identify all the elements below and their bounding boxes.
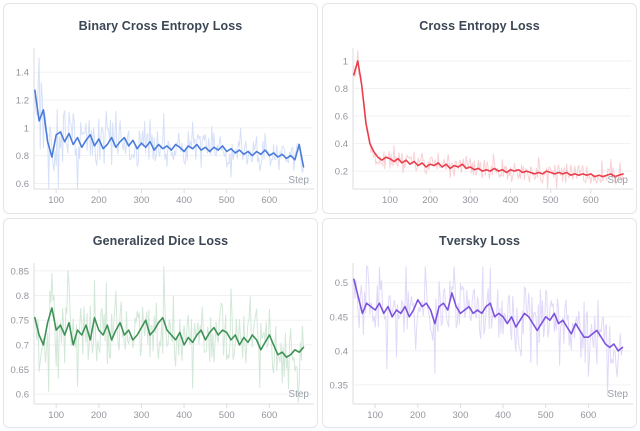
svg-text:600: 600	[261, 410, 277, 421]
svg-text:500: 500	[219, 195, 235, 206]
binary-cross-entropy-plot[interactable]: 0.6 0.8 1 1.2 1.4 100 200 300 400 500 600	[4, 4, 318, 214]
svg-text:100: 100	[48, 410, 64, 421]
svg-text:0.6: 0.6	[16, 389, 29, 400]
svg-text:200: 200	[91, 195, 107, 206]
svg-text:0.4: 0.4	[335, 139, 348, 150]
svg-text:0.45: 0.45	[330, 312, 349, 323]
svg-text:100: 100	[367, 410, 383, 421]
chart-card-tversky: 0.35 0.4 0.45 0.5 100 200 300 400 500 600 Tversky…	[322, 217, 637, 429]
svg-text:0.75: 0.75	[11, 315, 30, 326]
svg-text:0.85: 0.85	[11, 266, 30, 277]
svg-text:0.6: 0.6	[16, 179, 29, 190]
chart-title: Binary Cross Entropy Loss	[78, 19, 243, 33]
x-axis-label: Step	[607, 389, 628, 400]
svg-text:0.8: 0.8	[16, 151, 29, 162]
svg-text:1.4: 1.4	[16, 68, 29, 79]
svg-text:400: 400	[176, 195, 192, 206]
svg-text:0.6: 0.6	[335, 112, 348, 123]
svg-text:0.65: 0.65	[11, 364, 30, 375]
chart-card-generalized-dice: 0.6 0.65 0.7 0.75 0.8 0.85 100 200 300 400 500 600 …	[3, 217, 318, 429]
chart-title: Cross Entropy Loss	[419, 19, 540, 33]
svg-text:0.5: 0.5	[335, 278, 348, 289]
svg-text:0.35: 0.35	[330, 380, 349, 391]
svg-text:200: 200	[422, 195, 438, 206]
svg-text:500: 500	[543, 195, 559, 206]
x-axis-label: Step	[607, 174, 628, 186]
svg-text:600: 600	[261, 195, 277, 206]
svg-text:300: 300	[462, 195, 478, 206]
svg-text:400: 400	[503, 195, 519, 206]
chart-title: Generalized Dice Loss	[92, 233, 229, 248]
svg-text:300: 300	[453, 410, 469, 421]
x-axis-label: Step	[288, 389, 309, 400]
svg-text:400: 400	[176, 410, 192, 421]
svg-text:0.2: 0.2	[335, 167, 348, 178]
svg-text:100: 100	[382, 195, 398, 206]
svg-text:600: 600	[580, 410, 596, 421]
svg-text:300: 300	[134, 195, 150, 206]
svg-text:0.8: 0.8	[16, 291, 29, 302]
chart-title: Tversky Loss	[438, 233, 521, 248]
generalized-dice-plot[interactable]: 0.6 0.65 0.7 0.75 0.8 0.85 100 200 300 400 500 600	[4, 219, 318, 429]
chart-card-cross-entropy: 0.2 0.4 0.6 0.8 1 100 200 300 400 500 600 Cross En…	[322, 3, 637, 214]
svg-text:200: 200	[410, 410, 426, 421]
svg-text:400: 400	[495, 410, 511, 421]
svg-text:600: 600	[583, 195, 599, 206]
svg-text:200: 200	[91, 410, 107, 421]
svg-text:0.8: 0.8	[335, 84, 348, 95]
svg-text:1: 1	[24, 123, 29, 134]
svg-text:0.7: 0.7	[16, 340, 29, 351]
svg-text:1.2: 1.2	[16, 96, 29, 107]
chart-card-binary-cross-entropy: 0.6 0.8 1 1.2 1.4 100 200 300 400 500 600 Binary C…	[3, 3, 318, 214]
svg-text:500: 500	[219, 410, 235, 421]
svg-text:1: 1	[343, 57, 348, 68]
x-axis-label: Step	[288, 174, 309, 186]
svg-text:0.4: 0.4	[335, 346, 348, 357]
svg-text:500: 500	[538, 410, 554, 421]
svg-text:300: 300	[134, 410, 150, 421]
svg-text:100: 100	[48, 195, 64, 206]
tversky-plot[interactable]: 0.35 0.4 0.45 0.5 100 200 300 400 500 600	[323, 219, 637, 429]
cross-entropy-plot[interactable]: 0.2 0.4 0.6 0.8 1 100 200 300 400 500 600	[323, 4, 637, 214]
